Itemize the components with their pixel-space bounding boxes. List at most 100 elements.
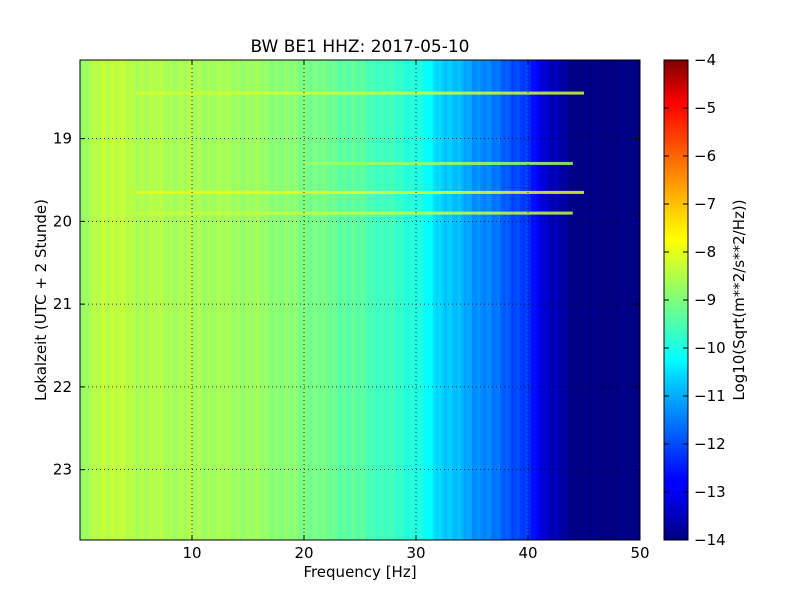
heatmap-column — [206, 60, 210, 540]
heatmap-column — [343, 60, 347, 540]
heatmap-column — [91, 60, 95, 540]
heatmap-column — [620, 60, 624, 540]
heatmap-column — [189, 60, 193, 540]
heatmap-column — [603, 60, 607, 540]
heatmap-column — [550, 60, 554, 540]
heatmap-column — [547, 60, 551, 540]
heatmap-column — [592, 60, 596, 540]
heatmap-column — [472, 60, 476, 540]
heatmap-column — [410, 60, 414, 540]
chart-title: BW BE1 HHZ: 2017-05-10 — [250, 37, 469, 57]
heatmap-column — [284, 60, 288, 540]
heatmap-column — [458, 60, 462, 540]
heatmap-column — [572, 60, 577, 540]
heatmap-column — [192, 60, 196, 540]
heatmap-column — [197, 60, 201, 540]
heatmap-column — [295, 60, 299, 540]
colorbar-tick-label: −5 — [694, 99, 716, 117]
heatmap-band — [136, 190, 584, 194]
heatmap-column — [452, 60, 456, 540]
heatmap-column — [264, 60, 269, 540]
heatmap-column — [500, 60, 504, 540]
heatmap-column — [379, 60, 383, 540]
heatmap-column — [208, 60, 213, 540]
x-tick-label: 40 — [518, 544, 537, 562]
heatmap-column — [85, 60, 89, 540]
heatmap-column — [180, 60, 185, 540]
colorbar-tick-label: −9 — [694, 291, 716, 309]
x-tick-label: 10 — [182, 544, 201, 562]
heatmap-column — [231, 60, 235, 540]
heatmap-column — [119, 60, 123, 540]
heatmap-column — [141, 60, 145, 540]
heatmap-column — [432, 60, 437, 540]
heatmap-column — [441, 60, 445, 540]
heatmap-column — [138, 60, 143, 540]
heatmap-column — [334, 60, 339, 540]
heatmap-column — [242, 60, 246, 540]
heatmap-column — [374, 60, 378, 540]
heatmap-column — [211, 60, 215, 540]
heatmap-bands — [136, 91, 584, 215]
heatmap-column — [144, 60, 148, 540]
colorbar-tick-label: −4 — [694, 51, 716, 69]
heatmap-column — [388, 60, 392, 540]
heatmap-column — [564, 60, 568, 540]
heatmap-column — [407, 60, 411, 540]
heatmap-column — [570, 60, 574, 540]
heatmap-column — [245, 60, 249, 540]
heatmap-column — [337, 60, 341, 540]
heatmap-column — [323, 60, 327, 540]
heatmap-column — [225, 60, 229, 540]
heatmap-column — [382, 60, 386, 540]
heatmap-column — [522, 60, 526, 540]
heatmap-column — [365, 60, 369, 540]
heatmap-column — [600, 60, 605, 540]
heatmap-column — [99, 60, 103, 540]
heatmap-column — [152, 60, 157, 540]
heatmap-column — [194, 60, 199, 540]
heatmap-column — [595, 60, 599, 540]
heatmap-column — [253, 60, 257, 540]
heatmap-column — [136, 60, 140, 540]
heatmap-column — [346, 60, 350, 540]
heatmap-column — [460, 60, 465, 540]
heatmap-column — [533, 60, 537, 540]
y-tick-label: 23 — [53, 461, 72, 479]
heatmap-column — [514, 60, 518, 540]
heatmap-column — [626, 60, 630, 540]
heatmap-column — [486, 60, 490, 540]
x-axis-label: Frequency [Hz] — [303, 563, 416, 581]
heatmap-column — [368, 60, 372, 540]
heatmap-column — [172, 60, 176, 540]
heatmap-column — [306, 60, 311, 540]
heatmap-column — [332, 60, 336, 540]
heatmap-column — [278, 60, 283, 540]
colorbar-tick-label: −10 — [694, 339, 726, 357]
colorbar-label: Log10(Sqrt(m**2/s**2/Hz)) — [730, 199, 748, 400]
heatmap-column — [217, 60, 221, 540]
heatmap-column — [449, 60, 453, 540]
plot-frame — [79, 59, 641, 541]
colorbar-tick-label: −14 — [694, 531, 726, 549]
y-tick-label: 21 — [53, 295, 72, 313]
heatmap-column — [262, 60, 266, 540]
heatmap-column — [94, 60, 98, 540]
heatmap-column — [444, 60, 448, 540]
heatmap-column — [542, 60, 546, 540]
heatmap-column — [544, 60, 549, 540]
heatmap-column — [220, 60, 224, 540]
heatmap-column — [270, 60, 274, 540]
heatmap-column — [561, 60, 565, 540]
heatmap-column — [164, 60, 168, 540]
heatmap-column — [413, 60, 417, 540]
heatmap-column — [558, 60, 563, 540]
heatmap-column — [276, 60, 280, 540]
heatmap-column — [399, 60, 403, 540]
heatmap-column — [491, 60, 495, 540]
heatmap-column — [631, 60, 635, 540]
grid-lines — [80, 60, 640, 540]
heatmap-column — [360, 60, 364, 540]
heatmap-column — [581, 60, 585, 540]
